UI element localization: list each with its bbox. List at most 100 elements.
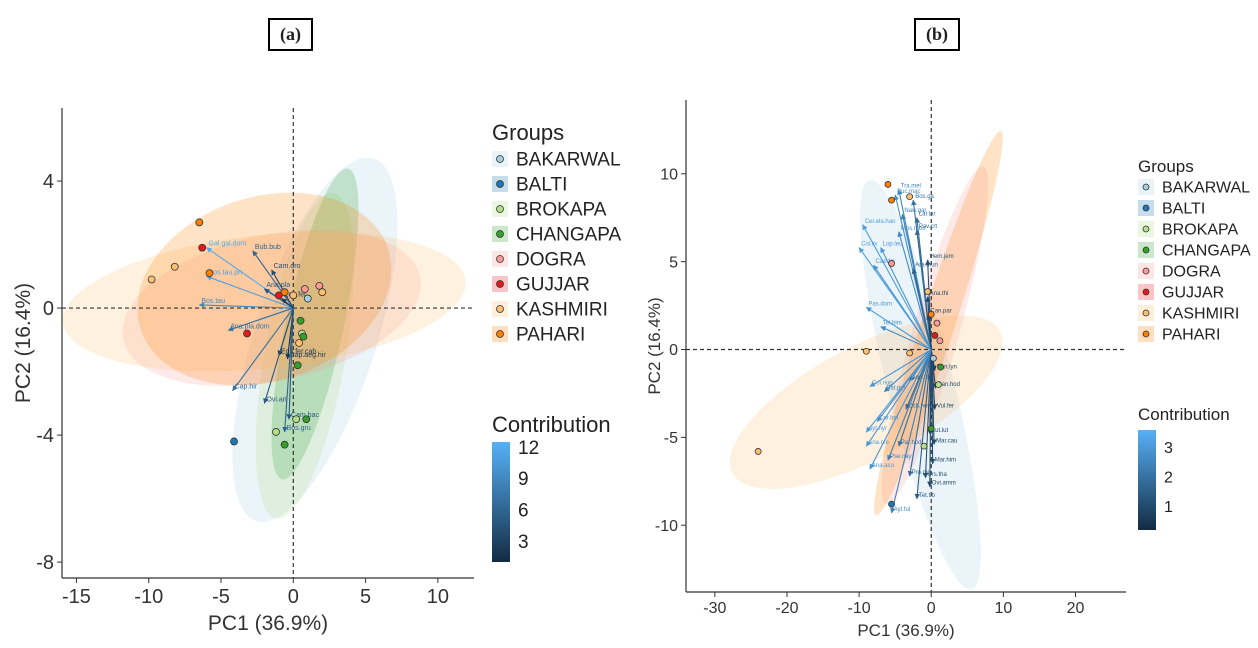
contribution-tick-label: 3 <box>518 532 529 553</box>
y-tick-label: 0 <box>669 342 678 359</box>
point-bakarwal <box>303 294 312 303</box>
arrow-cap-fal <box>873 264 932 350</box>
arrow-label: Naw.gar <box>904 208 926 214</box>
point-changapa <box>302 415 311 424</box>
x-tick-label: 5 <box>360 586 371 608</box>
arrow-ana-acu <box>869 349 932 470</box>
ellipse-bakarwal <box>860 179 981 590</box>
contribution-tick-label: 2 <box>1164 470 1173 487</box>
point-kashmiri <box>906 349 914 357</box>
contribution-title: Contribution <box>1138 405 1230 424</box>
point-gujjar <box>931 332 939 339</box>
legend-key-dogra <box>496 255 504 263</box>
legend-label-dogra: DOGRA <box>516 250 586 271</box>
ellipse-brokapa <box>255 192 354 519</box>
legend-key-balti <box>496 180 504 188</box>
arrow-label: Lut.lut <box>932 428 949 434</box>
arrow-label: Cer.ela.han <box>865 219 896 225</box>
point-kashmiri <box>147 275 156 284</box>
arrow-label: Mar.cau <box>936 438 957 444</box>
arrow-label: Pan.lyn <box>937 365 957 371</box>
legend-key-gujjar <box>1142 288 1150 296</box>
point-kashmiri <box>862 347 870 355</box>
arrow-col-nup <box>869 349 932 387</box>
legend-key-kashmiri <box>1142 309 1150 317</box>
legend-label-balti: BALTI <box>516 175 567 196</box>
arrow-label: Bos.tau.pri <box>209 269 243 276</box>
legend-key-pahari <box>496 330 504 338</box>
arrow-label: Bat.pyr <box>886 386 905 392</box>
panel-a: (a) Gal.gal.dom Bos.tau.pri Bos.tau Bub.bub… <box>12 18 622 635</box>
point-bakarwal <box>930 354 937 362</box>
arrow-ayt-nyr <box>865 349 932 433</box>
x-axis-title: PC1 (36.9%) <box>857 621 954 640</box>
point-dogra <box>315 281 324 290</box>
x-tick-label: -10 <box>848 600 871 617</box>
arrow-label: Can.par <box>930 308 951 314</box>
legend-label-gujjar: GUJJAR <box>516 275 590 296</box>
arrow-ana-pla-dom <box>227 307 294 332</box>
legend-key-changapa <box>1142 246 1150 254</box>
point-dogra <box>933 319 941 327</box>
legend-label-changapa: CHANGAPA <box>516 225 622 246</box>
arrow-bos-tau-pri <box>206 275 294 309</box>
point-dogra <box>936 337 944 345</box>
x-tick-label: -5 <box>212 586 230 608</box>
ellipse-dogra <box>122 229 421 387</box>
legend-key-dogra <box>1142 267 1150 275</box>
x-tick-label: -15 <box>62 586 91 608</box>
arrow-ana-cre <box>865 349 932 447</box>
point-pahari <box>205 269 214 278</box>
arrow-label: Lop.leu <box>883 242 903 248</box>
point-brokapa <box>272 428 280 436</box>
point-pahari <box>280 288 289 297</box>
arrow-label: Mos.mos <box>901 226 925 232</box>
arrow-bos-tau <box>198 302 294 309</box>
arrow-ayt-ful <box>890 349 932 514</box>
point-kashmiri <box>289 291 298 300</box>
arrow-cam-bac <box>286 308 294 420</box>
arrow-label: Cor.lon <box>879 416 898 422</box>
panel-label-a: (a) <box>268 18 313 51</box>
legend-label-changapa: CHANGAPA <box>1162 243 1251 260</box>
panel-label-b: (b) <box>914 18 960 51</box>
y-tick-label: 4 <box>43 171 54 193</box>
legend-key-bakarwal <box>1142 183 1150 191</box>
point-kashmiri <box>318 288 327 297</box>
point-pahari <box>927 310 935 318</box>
x-tick-label: -30 <box>703 600 726 617</box>
arrow-label: Cam.dro <box>274 263 301 270</box>
legend-key-kashmiri <box>496 305 504 313</box>
point-balti <box>230 437 238 446</box>
y-tick-label: 0 <box>43 298 54 320</box>
point-dogra <box>888 260 895 267</box>
contribution-tick-label: 1 <box>1164 499 1173 516</box>
legend-label-dogra: DOGRA <box>1162 264 1221 281</box>
arrow-label: Ana.thi <box>930 291 949 297</box>
contribution-colorbar <box>1138 430 1156 530</box>
arrow-can-par <box>926 313 932 350</box>
point-changapa <box>927 425 935 432</box>
point-gujjar <box>274 291 283 300</box>
legend-label-kashmiri: KASHMIRI <box>1162 306 1239 323</box>
arrow-label: Tet.tib <box>919 493 936 499</box>
point-kashmiri <box>170 262 179 271</box>
point-gujjar <box>198 243 207 252</box>
point-kashmiri <box>906 193 914 201</box>
x-tick-label: 0 <box>927 600 936 617</box>
x-tick-label: 10 <box>994 600 1012 617</box>
y-tick-label: -4 <box>36 425 54 447</box>
legend-label-kashmiri: KASHMIRI <box>516 300 608 321</box>
y-tick-label: -5 <box>664 430 678 447</box>
arrow-bos-gru <box>282 308 294 433</box>
arrow-label: Ara.mun <box>915 263 938 269</box>
arrow-ovi-ari <box>263 307 294 404</box>
contribution-tick-label: 9 <box>518 469 529 490</box>
arrow-label: Och.hen <box>908 403 931 409</box>
arrow-label: Col.liv <box>861 242 877 248</box>
ellipse-kashmiri <box>62 232 466 372</box>
x-axis-title: PC1 (36.9%) <box>208 612 328 635</box>
arrow-label: Bos.tau <box>201 298 225 305</box>
point-changapa <box>293 361 302 370</box>
